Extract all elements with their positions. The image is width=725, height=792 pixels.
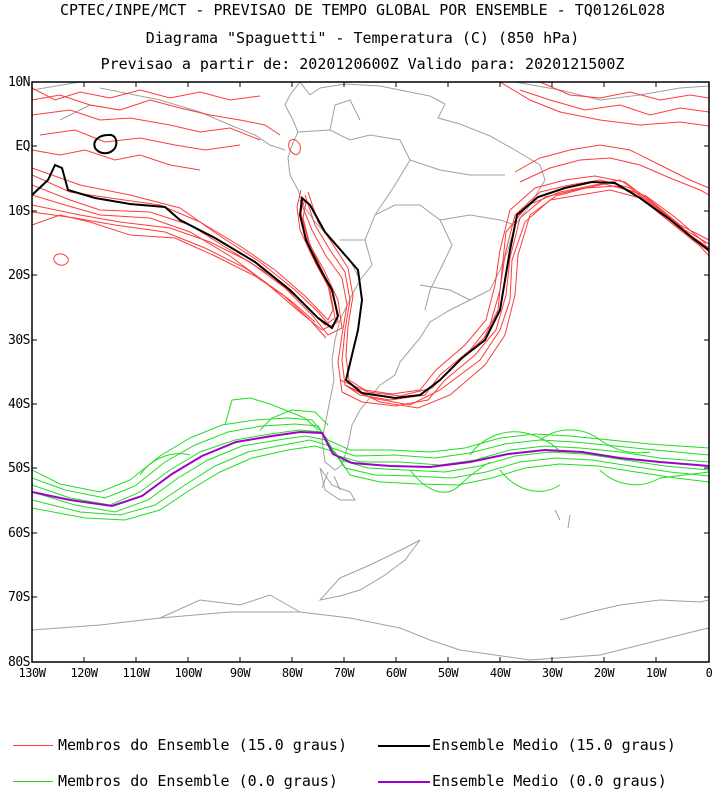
member-15-line (32, 201, 343, 336)
map-background (32, 82, 709, 662)
lon-label: 80W (281, 666, 303, 680)
member-15-line (499, 82, 709, 127)
lon-label: 20W (593, 666, 615, 680)
legend-label-members-0: Membros do Ensemble (0.0 graus) (58, 772, 338, 790)
legend-swatch-mean-15 (378, 745, 430, 747)
lon-label: 0 (705, 666, 713, 680)
lon-label: 110W (122, 666, 150, 680)
map-frame (31, 81, 710, 663)
member-15-line (299, 183, 709, 407)
lat-label: 70S (8, 590, 30, 605)
member-15-line (304, 179, 709, 401)
legend-swatch-members-15 (13, 745, 53, 746)
lon-label: 100W (174, 666, 202, 680)
members-0-contours (32, 397, 709, 521)
member-15-line (32, 94, 281, 136)
member-0-line (469, 431, 561, 456)
lat-label: 50S (8, 461, 30, 476)
member-15-line (32, 174, 334, 321)
member-0-line (599, 469, 709, 486)
lon-label: 130W (18, 666, 46, 680)
lon-label: 10W (645, 666, 667, 680)
member-15-line (32, 87, 261, 101)
title-line-2: Diagrama "Spaguetti" - Temperatura (C) (… (145, 29, 580, 47)
mean-15-contour (32, 133, 709, 400)
legend-swatch-members-0 (13, 781, 53, 782)
legend-swatch-mean-0 (378, 781, 430, 783)
legend-label-mean-0: Ensemble Medio (0.0 graus) (432, 772, 667, 790)
member-0-line (409, 461, 491, 493)
member-15-line (344, 189, 709, 406)
mean-15-line (32, 163, 709, 400)
lon-label: 90W (229, 666, 251, 680)
member-0-line (32, 417, 709, 493)
member-15-line (349, 185, 707, 409)
lon-label: 30W (541, 666, 563, 680)
lat-label: 40S (8, 397, 30, 412)
member-15-line (32, 109, 261, 141)
lat-label: 80S (8, 655, 30, 670)
lon-label: 40W (489, 666, 511, 680)
member-15-line (307, 175, 709, 395)
member-15-line (32, 167, 331, 327)
member-0-line (499, 469, 561, 492)
member-15-line (32, 214, 316, 323)
member-15-line (53, 253, 69, 266)
member-15-line (288, 139, 301, 156)
lon-label: 120W (70, 666, 98, 680)
legend-label-members-15: Membros do Ensemble (15.0 graus) (58, 736, 347, 754)
member-0-line (224, 397, 319, 431)
member-0-line (259, 409, 329, 431)
mean-0-contour (32, 430, 709, 508)
mean-0-line (32, 430, 709, 508)
member-15-line (32, 211, 327, 339)
lat-label: 30S (8, 333, 30, 348)
member-15-line (519, 89, 709, 116)
lat-label: 10S (8, 204, 30, 219)
title-line-3: Previsao a partir de: 2020120600Z Valido… (100, 55, 625, 73)
lon-label: 60W (385, 666, 407, 680)
title-line-1: CPTEC/INPE/MCT - PREVISAO DE TEMPO GLOBA… (59, 1, 666, 19)
spaghetti-map (31, 81, 710, 663)
legend-label-mean-15: Ensemble Medio (15.0 graus) (432, 736, 676, 754)
lat-label: 10N (8, 75, 30, 90)
lat-label: EQ (15, 139, 30, 154)
lat-label: 20S (8, 268, 30, 283)
member-15-line (339, 179, 709, 397)
lon-label: 70W (333, 666, 355, 680)
member-15-line (514, 144, 709, 189)
member-0-line (32, 445, 709, 521)
member-15-line (539, 82, 709, 101)
member-15-line (32, 149, 201, 171)
lon-label: 50W (437, 666, 459, 680)
member-15-line (39, 129, 241, 151)
member-15-line (519, 157, 709, 196)
member-0-line (539, 429, 651, 454)
axis-ticks (31, 81, 710, 663)
member-0-line (139, 453, 191, 476)
mean-15-line (93, 133, 118, 155)
lat-label: 60S (8, 526, 30, 541)
member-0-line (32, 423, 709, 499)
